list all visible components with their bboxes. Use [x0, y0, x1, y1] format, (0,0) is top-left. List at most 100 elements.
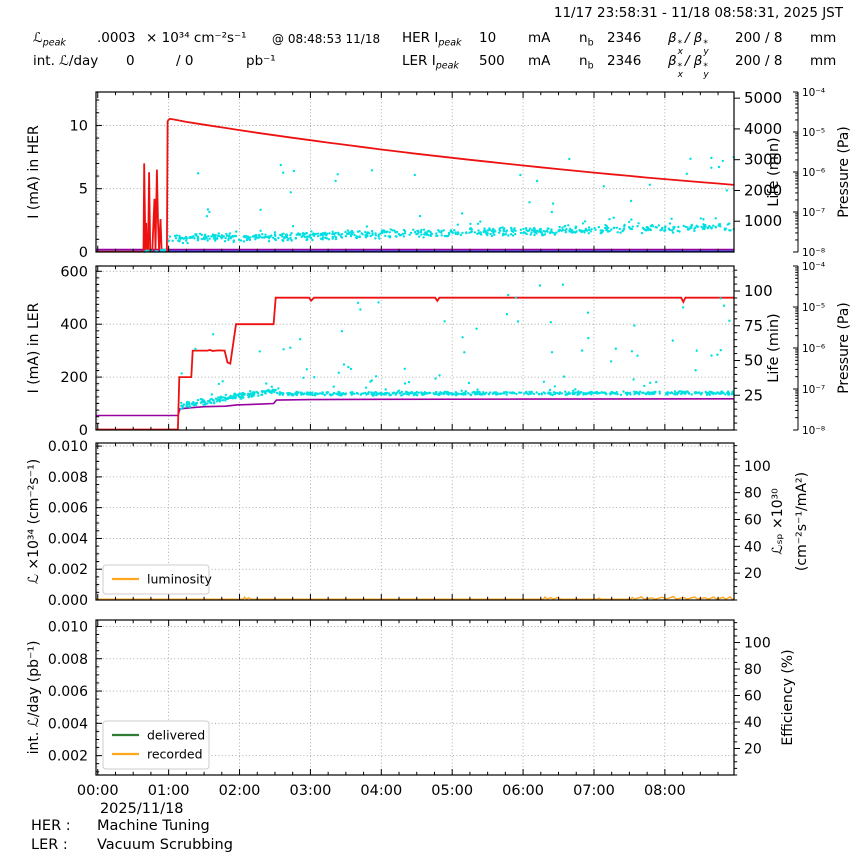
svg-text:10⁻⁷: 10⁻⁷ [802, 384, 825, 396]
svg-text:luminosity: luminosity [147, 572, 213, 587]
svg-text:60: 60 [744, 512, 762, 528]
chart-her-beam: 0 5 10 I (mA) in HER 1000 2000 3000 4000 5000 Lif… [26, 87, 852, 261]
series-ler-pressure-avg [96, 397, 735, 417]
lpeak-label: ℒpeak [33, 30, 66, 49]
svg-text:Life (min): Life (min) [766, 313, 782, 382]
series-luminosity-line [96, 595, 734, 601]
svg-text:0.008: 0.008 [48, 652, 88, 668]
her-beta-unit: mm [810, 30, 837, 46]
ler-beta-value: 200 / 8 [735, 53, 783, 69]
svg-text:5: 5 [79, 182, 88, 198]
svg-text:5000: 5000 [744, 89, 782, 107]
svg-text:08:00: 08:00 [644, 783, 686, 799]
her-ipeak-unit: mA [528, 30, 551, 46]
svg-text:3000: 3000 [744, 151, 782, 169]
her-beta-label: β * x / β * y [668, 30, 709, 57]
svg-text:Efficiency (%): Efficiency (%) [780, 649, 796, 745]
svg-text:0.006: 0.006 [48, 684, 88, 700]
time-range-title: 11/17 23:58:31 - 11/18 08:58:31, 2025 JS… [553, 5, 843, 21]
ler-status-label: LER : [31, 837, 68, 853]
svg-text:(cm⁻²s⁻¹/mA²): (cm⁻²s⁻¹/mA²) [794, 472, 810, 571]
svg-text:100: 100 [744, 282, 773, 300]
svg-text:10: 10 [70, 118, 88, 134]
svg-text:80: 80 [744, 662, 762, 678]
svg-text:I (mA) in LER: I (mA) in LER [26, 302, 42, 393]
ler-beta-label: β * x / β * y [668, 53, 709, 80]
ler-ipeak-unit: mA [528, 53, 551, 69]
svg-text:int. ℒ/day (pb⁻¹): int. ℒ/day (pb⁻¹) [26, 641, 42, 755]
svg-text:10⁻⁴: 10⁻⁴ [802, 87, 825, 99]
svg-text:75: 75 [744, 317, 763, 335]
svg-text:06:00: 06:00 [502, 783, 544, 799]
svg-text:I (mA) in HER: I (mA) in HER [26, 125, 42, 219]
svg-text:10⁻⁸: 10⁻⁸ [802, 247, 825, 259]
her-status-value: Machine Tuning [97, 818, 210, 834]
svg-text:0.002: 0.002 [48, 749, 88, 765]
int-lum-units: pb⁻¹ [246, 53, 276, 69]
lpeak-units: × 10³⁴ cm⁻²s⁻¹ [146, 30, 247, 46]
svg-text:Pressure (Pa): Pressure (Pa) [836, 126, 852, 218]
svg-text:60: 60 [744, 689, 762, 705]
ler-ipeak-label: LER Ipeak [402, 53, 459, 72]
series-ler-current [96, 296, 734, 431]
svg-text:20: 20 [744, 742, 762, 758]
svg-text:10⁻⁴: 10⁻⁴ [802, 261, 825, 273]
svg-text:40: 40 [744, 715, 762, 731]
svg-text:10⁻⁸: 10⁻⁸ [802, 425, 825, 437]
svg-text:80: 80 [744, 486, 762, 502]
chart-integrated-luminosity: 00:00 01:00 02:00 03:00 04:00 05:00 06:00 07:00… [26, 619, 796, 817]
svg-text:4000: 4000 [744, 120, 782, 138]
svg-text:1000: 1000 [744, 212, 782, 230]
series-ler-lifetime [276, 283, 735, 397]
her-nb-label: nb [579, 30, 594, 49]
svg-text:0.004: 0.004 [48, 531, 88, 547]
series-her-lifetime [167, 156, 735, 245]
svg-text:delivered: delivered [147, 728, 205, 743]
svg-text:0.010: 0.010 [48, 439, 88, 455]
her-ipeak-value: 10 [479, 30, 497, 46]
her-ipeak-label: HER Ipeak [402, 30, 462, 49]
svg-text:100: 100 [744, 459, 771, 475]
svg-text:0.000: 0.000 [48, 593, 88, 609]
svg-text:07:00: 07:00 [573, 783, 615, 799]
int-lum-value2: / 0 [176, 53, 194, 69]
svg-text:10⁻⁵: 10⁻⁵ [802, 302, 825, 314]
svg-text:100: 100 [744, 636, 771, 652]
her-beta-value: 200 / 8 [735, 30, 783, 46]
svg-text:04:00: 04:00 [360, 783, 402, 799]
lpeak-timestamp: @ 08:48:53 11/18 [272, 32, 381, 46]
svg-text:recorded: recorded [147, 747, 203, 762]
ler-status-value: Vacuum Scrubbing [97, 837, 233, 853]
svg-text:0: 0 [79, 245, 88, 261]
lpeak-value: .0003 [97, 30, 136, 46]
chart-ler-beam: 0 200 400 600 I (mA) in LER 25 50 75 100 Life (mi… [26, 261, 852, 439]
ler-ipeak-value: 500 [479, 53, 505, 69]
svg-text:01:00: 01:00 [148, 783, 190, 799]
svg-text:400: 400 [60, 317, 88, 333]
svg-text:0.008: 0.008 [48, 470, 88, 486]
svg-text:2025/11/18: 2025/11/18 [100, 801, 184, 817]
svg-text:600: 600 [60, 264, 88, 280]
svg-text:0.004: 0.004 [48, 716, 88, 732]
svg-text:0.002: 0.002 [48, 562, 88, 578]
svg-text:05:00: 05:00 [431, 783, 473, 799]
svg-text:ℒ ×10³⁴ (cm⁻²s⁻¹): ℒ ×10³⁴ (cm⁻²s⁻¹) [26, 459, 42, 584]
ler-nb-label: nb [579, 53, 594, 72]
legend-integrated-luminosity: delivered recorded [102, 720, 210, 770]
ler-nb-value: 2346 [607, 53, 642, 69]
her-nb-value: 2346 [607, 30, 642, 46]
svg-text:02:00: 02:00 [219, 783, 261, 799]
svg-text:0.006: 0.006 [48, 501, 88, 517]
int-lum-value: 0 [126, 53, 135, 69]
svg-text:10⁻⁶: 10⁻⁶ [802, 167, 825, 179]
svg-text:10⁻⁷: 10⁻⁷ [802, 207, 825, 219]
svg-text:0: 0 [79, 423, 88, 439]
int-lum-label: int. ℒ/day [33, 53, 99, 69]
svg-text:Pressure (Pa): Pressure (Pa) [836, 302, 852, 394]
svg-text:50: 50 [744, 352, 763, 370]
svg-text:ℒₛₚ ×10³⁰: ℒₛₚ ×10³⁰ [770, 488, 786, 555]
svg-text:00:00: 00:00 [77, 783, 119, 799]
svg-text:25: 25 [744, 386, 763, 404]
